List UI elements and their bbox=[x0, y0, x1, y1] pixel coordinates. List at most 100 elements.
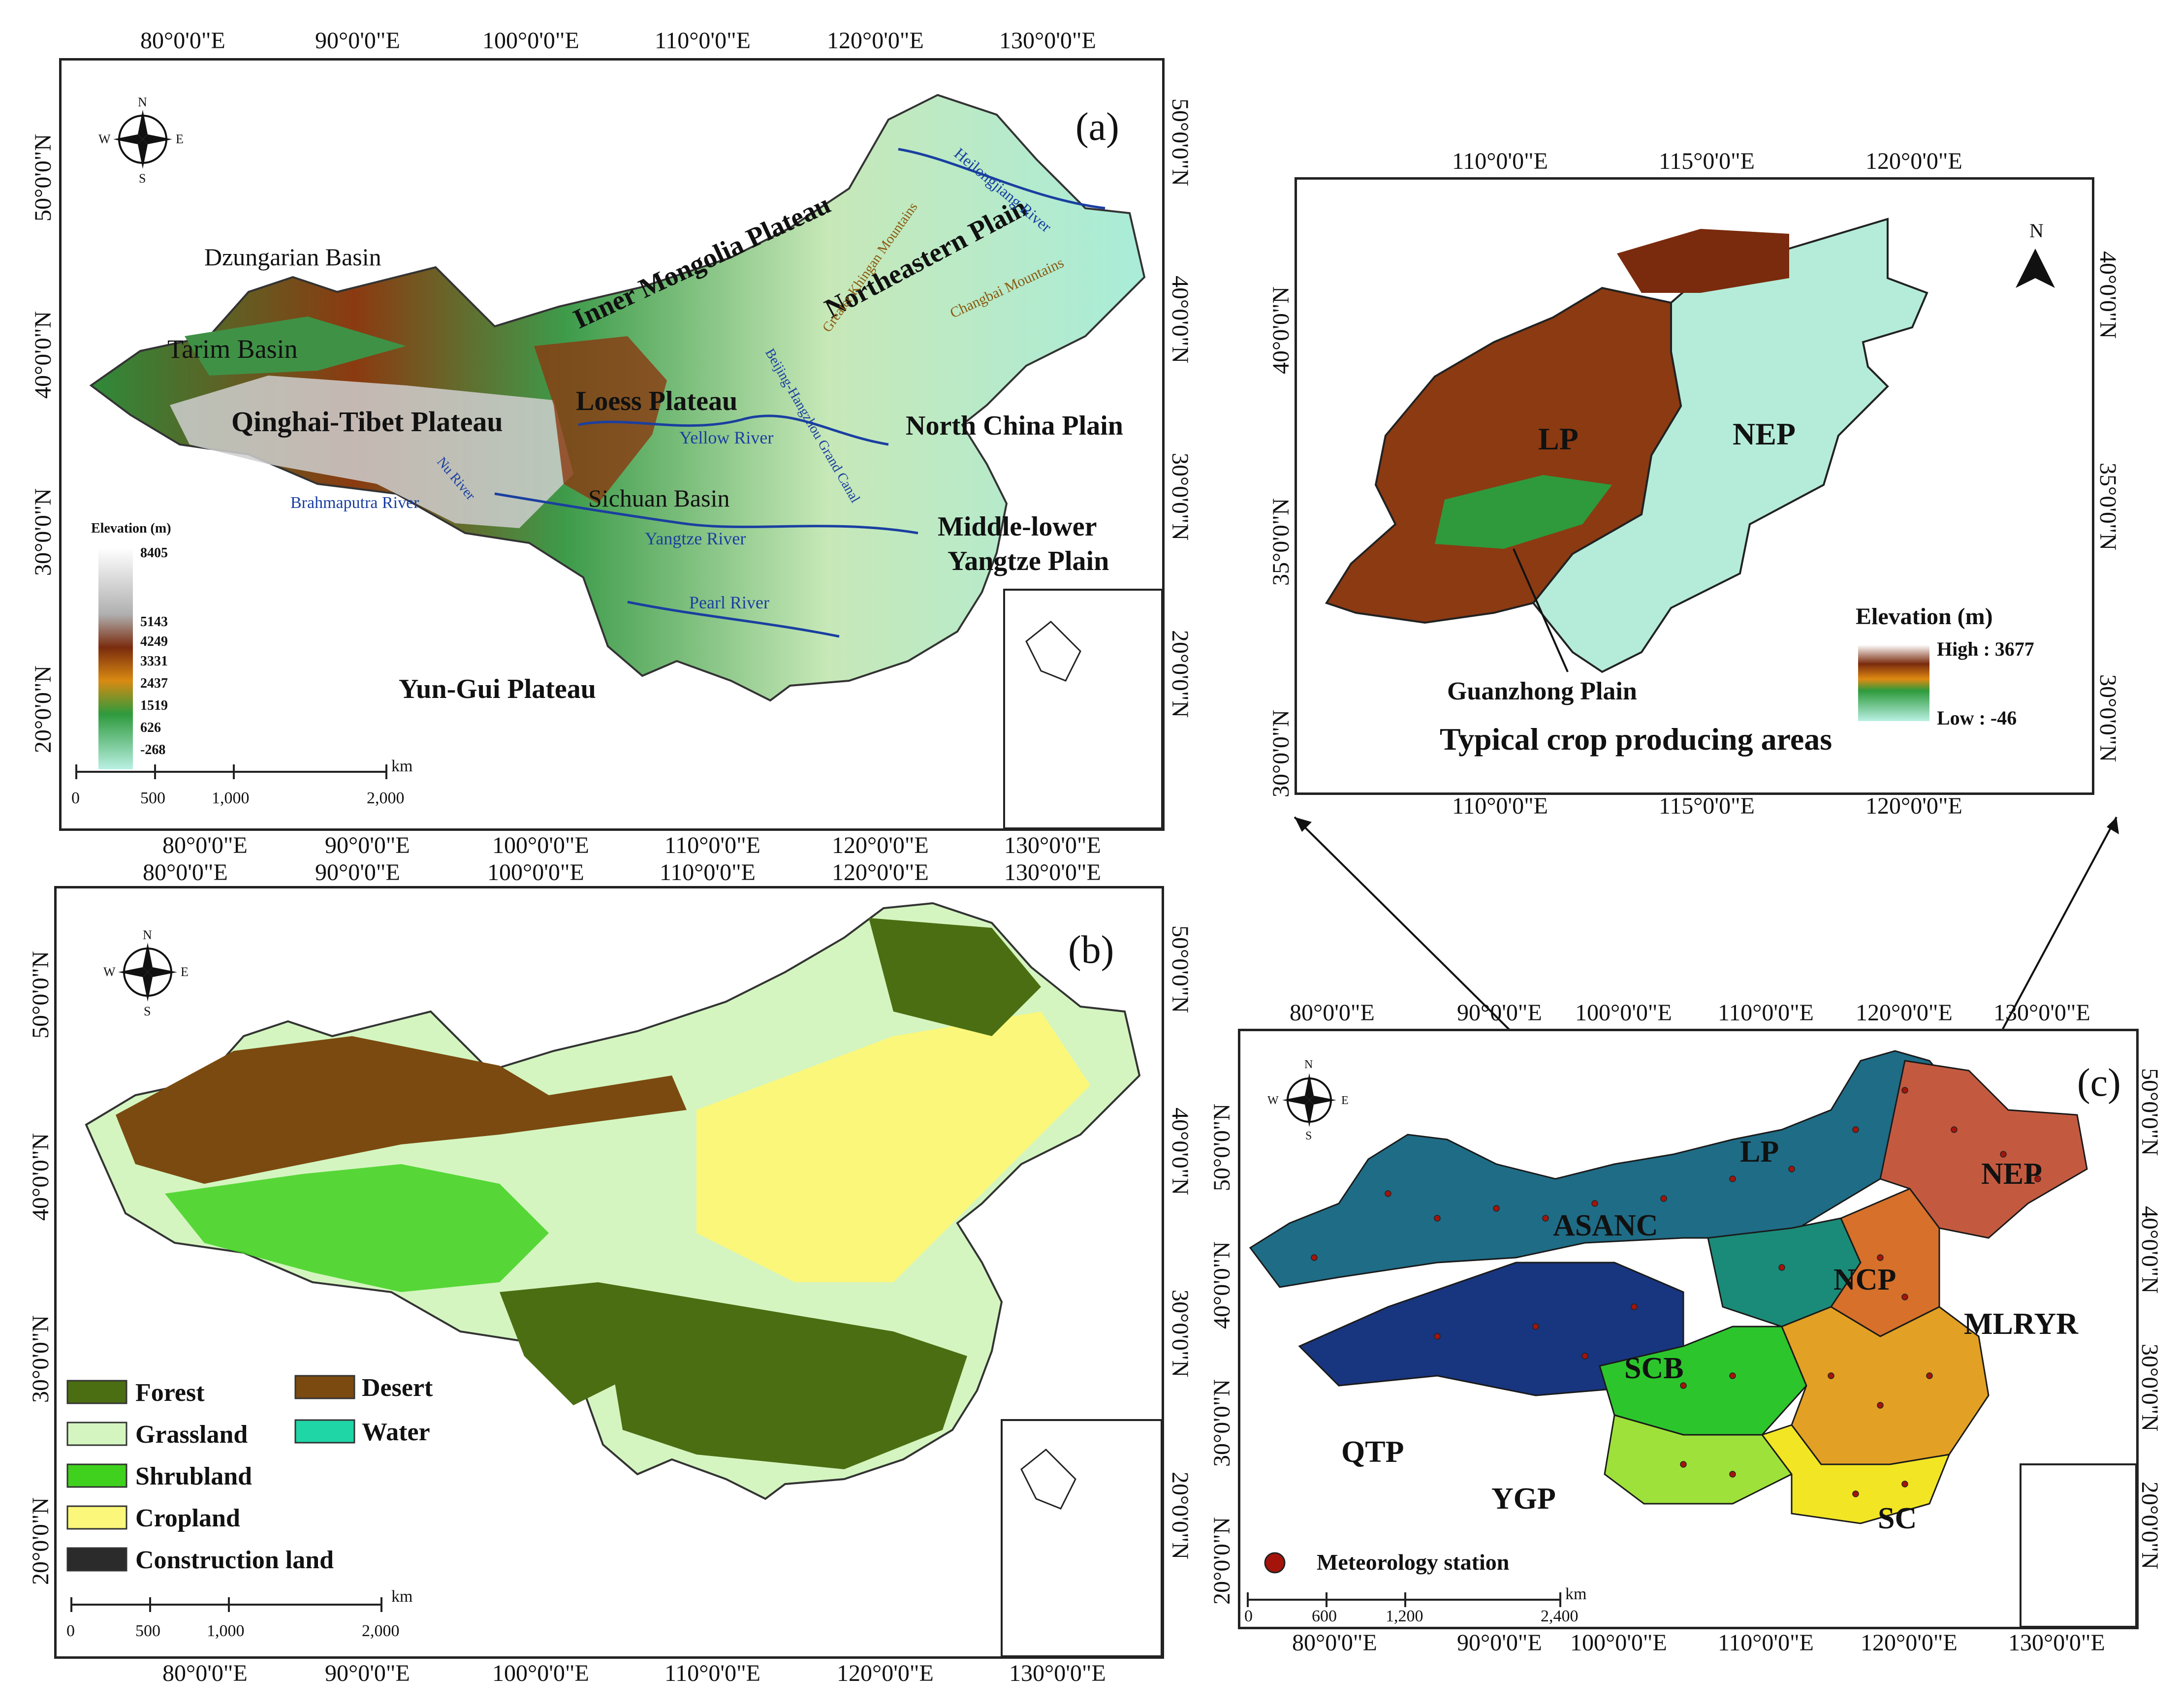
compass-n: N bbox=[138, 95, 147, 109]
compass-w: W bbox=[1267, 1094, 1279, 1107]
scale-tick-a-3: 2,000 bbox=[367, 789, 405, 807]
legend-construction-label: Construction land bbox=[135, 1546, 334, 1574]
north-arrow bbox=[2016, 249, 2055, 288]
place-guanzhong: Guanzhong Plain bbox=[1447, 677, 1637, 705]
c-bottom-tick-3: 110°0'0"E bbox=[1718, 1630, 1814, 1656]
panel-label: (b) bbox=[1068, 928, 1114, 972]
legend-grassland-label: Grassland bbox=[135, 1421, 248, 1449]
legend-forest-label: Forest bbox=[135, 1379, 205, 1407]
panel-label: (c) bbox=[2077, 1061, 2121, 1105]
a-right-tick-3: 20°0'0"N bbox=[1167, 630, 1193, 718]
c-left-tick-3: 20°0'0"N bbox=[1209, 1517, 1235, 1605]
a-bottom-tick-1: 90°0'0"E bbox=[325, 832, 410, 858]
inset-caption: Typical crop producing areas bbox=[1440, 722, 1832, 757]
north-arrow-label: N bbox=[2029, 220, 2044, 242]
compass-w: W bbox=[98, 132, 111, 146]
scale-tick-c-2: 1,200 bbox=[1386, 1607, 1423, 1625]
c-right-tick-2: 30°0'0"N bbox=[2137, 1344, 2163, 1432]
south-china-sea-inset-c bbox=[2020, 1463, 2136, 1627]
south-china-sea-inset-a bbox=[1003, 589, 1162, 828]
scale-tick-a-2: 1,000 bbox=[212, 789, 250, 807]
panel-inset-map-svg bbox=[1325, 218, 2055, 721]
inset-left-tick-0: 40°0'0"N bbox=[1268, 286, 1294, 374]
region-lp: LP bbox=[1538, 421, 1579, 456]
b-right-tick-2: 30°0'0"N bbox=[1167, 1290, 1193, 1378]
c-right-tick-3: 20°0'0"N bbox=[2137, 1482, 2163, 1570]
region-label-nep: NEP bbox=[1981, 1157, 2042, 1191]
south-china-sea-inset-b bbox=[1001, 1419, 1162, 1656]
compass-e: E bbox=[181, 965, 189, 979]
compass-e: E bbox=[176, 132, 184, 146]
a-left-tick-0: 50°0'0"N bbox=[30, 133, 56, 221]
river-pearl: Pearl River bbox=[689, 593, 769, 612]
b-top-tick-1: 90°0'0"E bbox=[315, 859, 400, 886]
a-right-tick-1: 40°0'0"N bbox=[1167, 276, 1193, 364]
inset-left-tick-1: 35°0'0"N bbox=[1268, 498, 1294, 586]
compass-b bbox=[118, 943, 177, 1002]
a-top-tick-1: 90°0'0"E bbox=[315, 28, 400, 54]
b-top-tick-4: 120°0'0"E bbox=[832, 859, 929, 886]
scale-bar-a bbox=[75, 764, 387, 779]
a-left-tick-1: 40°0'0"N bbox=[30, 311, 56, 399]
lp-region bbox=[1325, 286, 1682, 624]
scale-tick-a-0: 0 bbox=[71, 789, 80, 807]
place-mly-1: Middle-lower bbox=[938, 511, 1097, 542]
elev-tick-3: 3331 bbox=[140, 654, 168, 669]
legend-desert-label: Desert bbox=[362, 1374, 433, 1402]
b-top-tick-2: 100°0'0"E bbox=[487, 859, 584, 886]
b-right-tick-0: 50°0'0"N bbox=[1167, 925, 1193, 1013]
inset-bottom-tick-0: 110°0'0"E bbox=[1452, 793, 1548, 819]
river-yellow: Yellow River bbox=[679, 428, 774, 447]
inset-top-tick-1: 115°0'0"E bbox=[1659, 148, 1755, 174]
place-sichuan: Sichuan Basin bbox=[588, 484, 730, 512]
river-brahmaputra: Brahmaputra River bbox=[290, 494, 419, 512]
region-label-scb: SCB bbox=[1624, 1352, 1684, 1385]
a-top-tick-4: 120°0'0"E bbox=[827, 28, 924, 54]
scale-tick-a-1: 500 bbox=[140, 789, 165, 807]
elev-tick-5: 1519 bbox=[140, 698, 168, 713]
panel-label: (a) bbox=[1075, 105, 1119, 149]
region-label-ygp: YGP bbox=[1491, 1482, 1556, 1516]
legend-water-label: Water bbox=[362, 1418, 430, 1446]
inset-bottom-tick-2: 120°0'0"E bbox=[1865, 793, 1962, 819]
b-right-tick-3: 20°0'0"N bbox=[1167, 1472, 1193, 1560]
c-bottom-tick-1: 90°0'0"E bbox=[1457, 1630, 1542, 1656]
inset-elevation-high: High : 3677 bbox=[1937, 638, 2034, 660]
c-bottom-tick-0: 80°0'0"E bbox=[1292, 1630, 1377, 1656]
compass-e: E bbox=[1341, 1094, 1349, 1107]
panel-b-landcover-map: (b) N S W E Forest Desert Grassland Wate… bbox=[54, 886, 1164, 1659]
b-left-tick-2: 30°0'0"N bbox=[28, 1315, 54, 1403]
compass-n: N bbox=[143, 928, 152, 942]
region-nep bbox=[1879, 1060, 2088, 1239]
inset-top-tick-2: 120°0'0"E bbox=[1865, 148, 1962, 174]
b-bottom-tick-1: 90°0'0"E bbox=[325, 1660, 410, 1686]
legend-grassland-swatch bbox=[66, 1422, 127, 1446]
b-bottom-tick-4: 120°0'0"E bbox=[837, 1660, 934, 1686]
c-top-tick-3: 110°0'0"E bbox=[1718, 1000, 1814, 1026]
scale-tick-c-0: 0 bbox=[1244, 1607, 1253, 1625]
compass-s: S bbox=[1305, 1130, 1312, 1142]
b-bottom-tick-3: 110°0'0"E bbox=[664, 1660, 760, 1686]
region-label-qtp: QTP bbox=[1341, 1435, 1404, 1469]
panel-a-elevation-map: (a) N S W E Dzungarian Basin Tarim Basin… bbox=[59, 58, 1165, 831]
compass-w: W bbox=[103, 965, 116, 979]
a-left-tick-3: 20°0'0"N bbox=[30, 665, 56, 753]
legend-forest-swatch bbox=[66, 1380, 127, 1404]
elevation-legend-bar-a bbox=[98, 548, 133, 769]
scale-tick-b-1: 500 bbox=[135, 1622, 160, 1640]
b-bottom-tick-2: 100°0'0"E bbox=[492, 1660, 589, 1686]
a-top-tick-3: 110°0'0"E bbox=[655, 28, 751, 54]
region-label-lp: LP bbox=[1740, 1135, 1779, 1169]
inset-left-tick-2: 30°0'0"N bbox=[1268, 709, 1294, 797]
a-right-tick-0: 50°0'0"N bbox=[1167, 98, 1193, 187]
elevation-title-a: Elevation (m) bbox=[91, 521, 171, 536]
region-ygp bbox=[1604, 1414, 1793, 1505]
scale-tick-b-2: 1,000 bbox=[207, 1622, 245, 1640]
scale-tick-b-0: 0 bbox=[66, 1622, 75, 1640]
station-legend-label: Meteorology station bbox=[1317, 1550, 1510, 1575]
a-bottom-tick-4: 120°0'0"E bbox=[832, 832, 929, 858]
elev-tick-6: 626 bbox=[140, 720, 161, 735]
panel-c-map-svg bbox=[1247, 1050, 2136, 1627]
c-left-tick-1: 40°0'0"N bbox=[1209, 1241, 1235, 1329]
pearl-river bbox=[627, 601, 840, 638]
